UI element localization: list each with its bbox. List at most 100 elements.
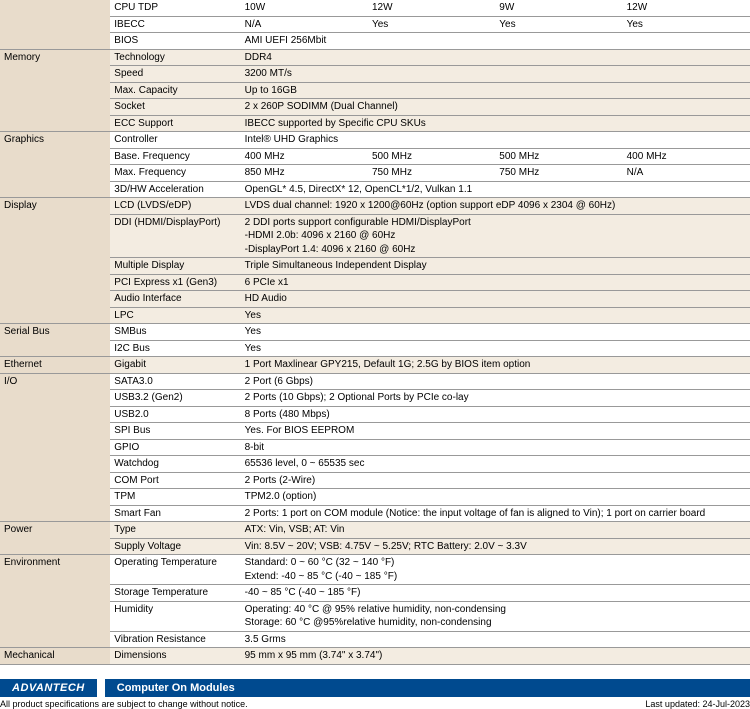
value-cell: OpenGL* 4.5, DirectX* 12, OpenCL*1/2, Vu… <box>241 181 750 198</box>
value-cell: Yes. For BIOS EEPROM <box>241 423 750 440</box>
subcategory-cell: 3D/HW Acceleration <box>110 181 240 198</box>
value-cell: Standard: 0 ~ 60 °C (32 ~ 140 °F) Extend… <box>241 555 750 585</box>
value-cell: DDR4 <box>241 49 750 66</box>
value-cell: 8-bit <box>241 439 750 456</box>
subcategory-cell: Multiple Display <box>110 258 240 275</box>
subcategory-cell: Socket <box>110 99 240 116</box>
value-cell: Operating: 40 °C @ 95% relative humidity… <box>241 601 750 631</box>
value-cell: TPM2.0 (option) <box>241 489 750 506</box>
subcategory-cell: Gigabit <box>110 357 240 374</box>
value-cell: Yes <box>241 307 750 324</box>
value-cell: Yes <box>623 16 750 33</box>
value-cell: ATX: Vin, VSB; AT: Vin <box>241 522 750 539</box>
subcategory-cell: Type <box>110 522 240 539</box>
subcategory-cell: LCD (LVDS/eDP) <box>110 198 240 215</box>
value-cell: LVDS dual channel: 1920 x 1200@60Hz (opt… <box>241 198 750 215</box>
value-cell: 12W <box>623 0 750 16</box>
category-cell <box>0 0 110 49</box>
category-cell: Graphics <box>0 132 110 198</box>
value-cell: IBECC supported by Specific CPU SKUs <box>241 115 750 132</box>
value-cell: 6 PCIe x1 <box>241 274 750 291</box>
subcategory-cell: PCI Express x1 (Gen3) <box>110 274 240 291</box>
subcategory-cell: SMBus <box>110 324 240 341</box>
category-cell: Memory <box>0 49 110 132</box>
subcategory-cell: IBECC <box>110 16 240 33</box>
value-cell: 400 MHz <box>241 148 368 165</box>
subcategory-cell: USB3.2 (Gen2) <box>110 390 240 407</box>
value-cell: Vin: 8.5V ~ 20V; VSB: 4.75V ~ 5.25V; RTC… <box>241 538 750 555</box>
category-cell: Serial Bus <box>0 324 110 357</box>
value-cell: 750 MHz <box>495 165 622 182</box>
footer-bar: ADVANTECH Computer On Modules <box>0 679 750 697</box>
last-updated: Last updated: 24-Jul-2023 <box>645 699 750 709</box>
value-cell: 850 MHz <box>241 165 368 182</box>
value-cell: Yes <box>241 340 750 357</box>
footer-notice: All product specifications are subject t… <box>0 699 750 709</box>
value-cell: Yes <box>495 16 622 33</box>
subcategory-cell: Operating Temperature <box>110 555 240 585</box>
subcategory-cell: Base. Frequency <box>110 148 240 165</box>
value-cell: 500 MHz <box>495 148 622 165</box>
subcategory-cell: Vibration Resistance <box>110 631 240 648</box>
value-cell: 3.5 Grms <box>241 631 750 648</box>
subcategory-cell: Storage Temperature <box>110 585 240 602</box>
footer-title: Computer On Modules <box>105 679 750 697</box>
category-cell: Environment <box>0 555 110 648</box>
notice-text: All product specifications are subject t… <box>0 699 248 709</box>
subcategory-cell: Audio Interface <box>110 291 240 308</box>
value-cell: 2 Ports (10 Gbps); 2 Optional Ports by P… <box>241 390 750 407</box>
value-cell: N/A <box>623 165 750 182</box>
value-cell: 9W <box>495 0 622 16</box>
value-cell: Triple Simultaneous Independent Display <box>241 258 750 275</box>
subcategory-cell: Max. Frequency <box>110 165 240 182</box>
category-cell: Power <box>0 522 110 555</box>
subcategory-cell: SPI Bus <box>110 423 240 440</box>
subcategory-cell: Controller <box>110 132 240 149</box>
subcategory-cell: Smart Fan <box>110 505 240 522</box>
value-cell: N/A <box>241 16 368 33</box>
value-cell: 400 MHz <box>623 148 750 165</box>
subcategory-cell: DDI (HDMI/DisplayPort) <box>110 214 240 258</box>
spec-table: CPU TDP10W12W9W12WIBECCN/AYesYesYesBIOSA… <box>0 0 750 665</box>
subcategory-cell: Speed <box>110 66 240 83</box>
value-cell: 65536 level, 0 ~ 65535 sec <box>241 456 750 473</box>
subcategory-cell: Watchdog <box>110 456 240 473</box>
subcategory-cell: USB2.0 <box>110 406 240 423</box>
value-cell: 500 MHz <box>368 148 495 165</box>
value-cell: 8 Ports (480 Mbps) <box>241 406 750 423</box>
subcategory-cell: Dimensions <box>110 648 240 665</box>
value-cell: -40 ~ 85 °C (-40 ~ 185 °F) <box>241 585 750 602</box>
value-cell: 10W <box>241 0 368 16</box>
value-cell: AMI UEFI 256Mbit <box>241 33 750 50</box>
value-cell: 2 x 260P SODIMM (Dual Channel) <box>241 99 750 116</box>
subcategory-cell: ECC Support <box>110 115 240 132</box>
subcategory-cell: I2C Bus <box>110 340 240 357</box>
value-cell: 750 MHz <box>368 165 495 182</box>
value-cell: Up to 16GB <box>241 82 750 99</box>
category-cell: Display <box>0 198 110 324</box>
category-cell: Ethernet <box>0 357 110 374</box>
value-cell: 2 Port (6 Gbps) <box>241 373 750 390</box>
value-cell: 2 Ports (2-Wire) <box>241 472 750 489</box>
subcategory-cell: BIOS <box>110 33 240 50</box>
subcategory-cell: LPC <box>110 307 240 324</box>
value-cell: 12W <box>368 0 495 16</box>
category-cell: Mechanical <box>0 648 110 665</box>
value-cell: 3200 MT/s <box>241 66 750 83</box>
value-cell: 1 Port Maxlinear GPY215, Default 1G; 2.5… <box>241 357 750 374</box>
subcategory-cell: Max. Capacity <box>110 82 240 99</box>
category-cell: I/O <box>0 373 110 522</box>
value-cell: 2 Ports: 1 port on COM module (Notice: t… <box>241 505 750 522</box>
subcategory-cell: Supply Voltage <box>110 538 240 555</box>
value-cell: HD Audio <box>241 291 750 308</box>
subcategory-cell: Technology <box>110 49 240 66</box>
subcategory-cell: Humidity <box>110 601 240 631</box>
value-cell: Yes <box>368 16 495 33</box>
subcategory-cell: CPU TDP <box>110 0 240 16</box>
brand-logo: ADVANTECH <box>0 679 97 697</box>
value-cell: Yes <box>241 324 750 341</box>
value-cell: 2 DDI ports support configurable HDMI/Di… <box>241 214 750 258</box>
subcategory-cell: COM Port <box>110 472 240 489</box>
value-cell: Intel® UHD Graphics <box>241 132 750 149</box>
subcategory-cell: GPIO <box>110 439 240 456</box>
